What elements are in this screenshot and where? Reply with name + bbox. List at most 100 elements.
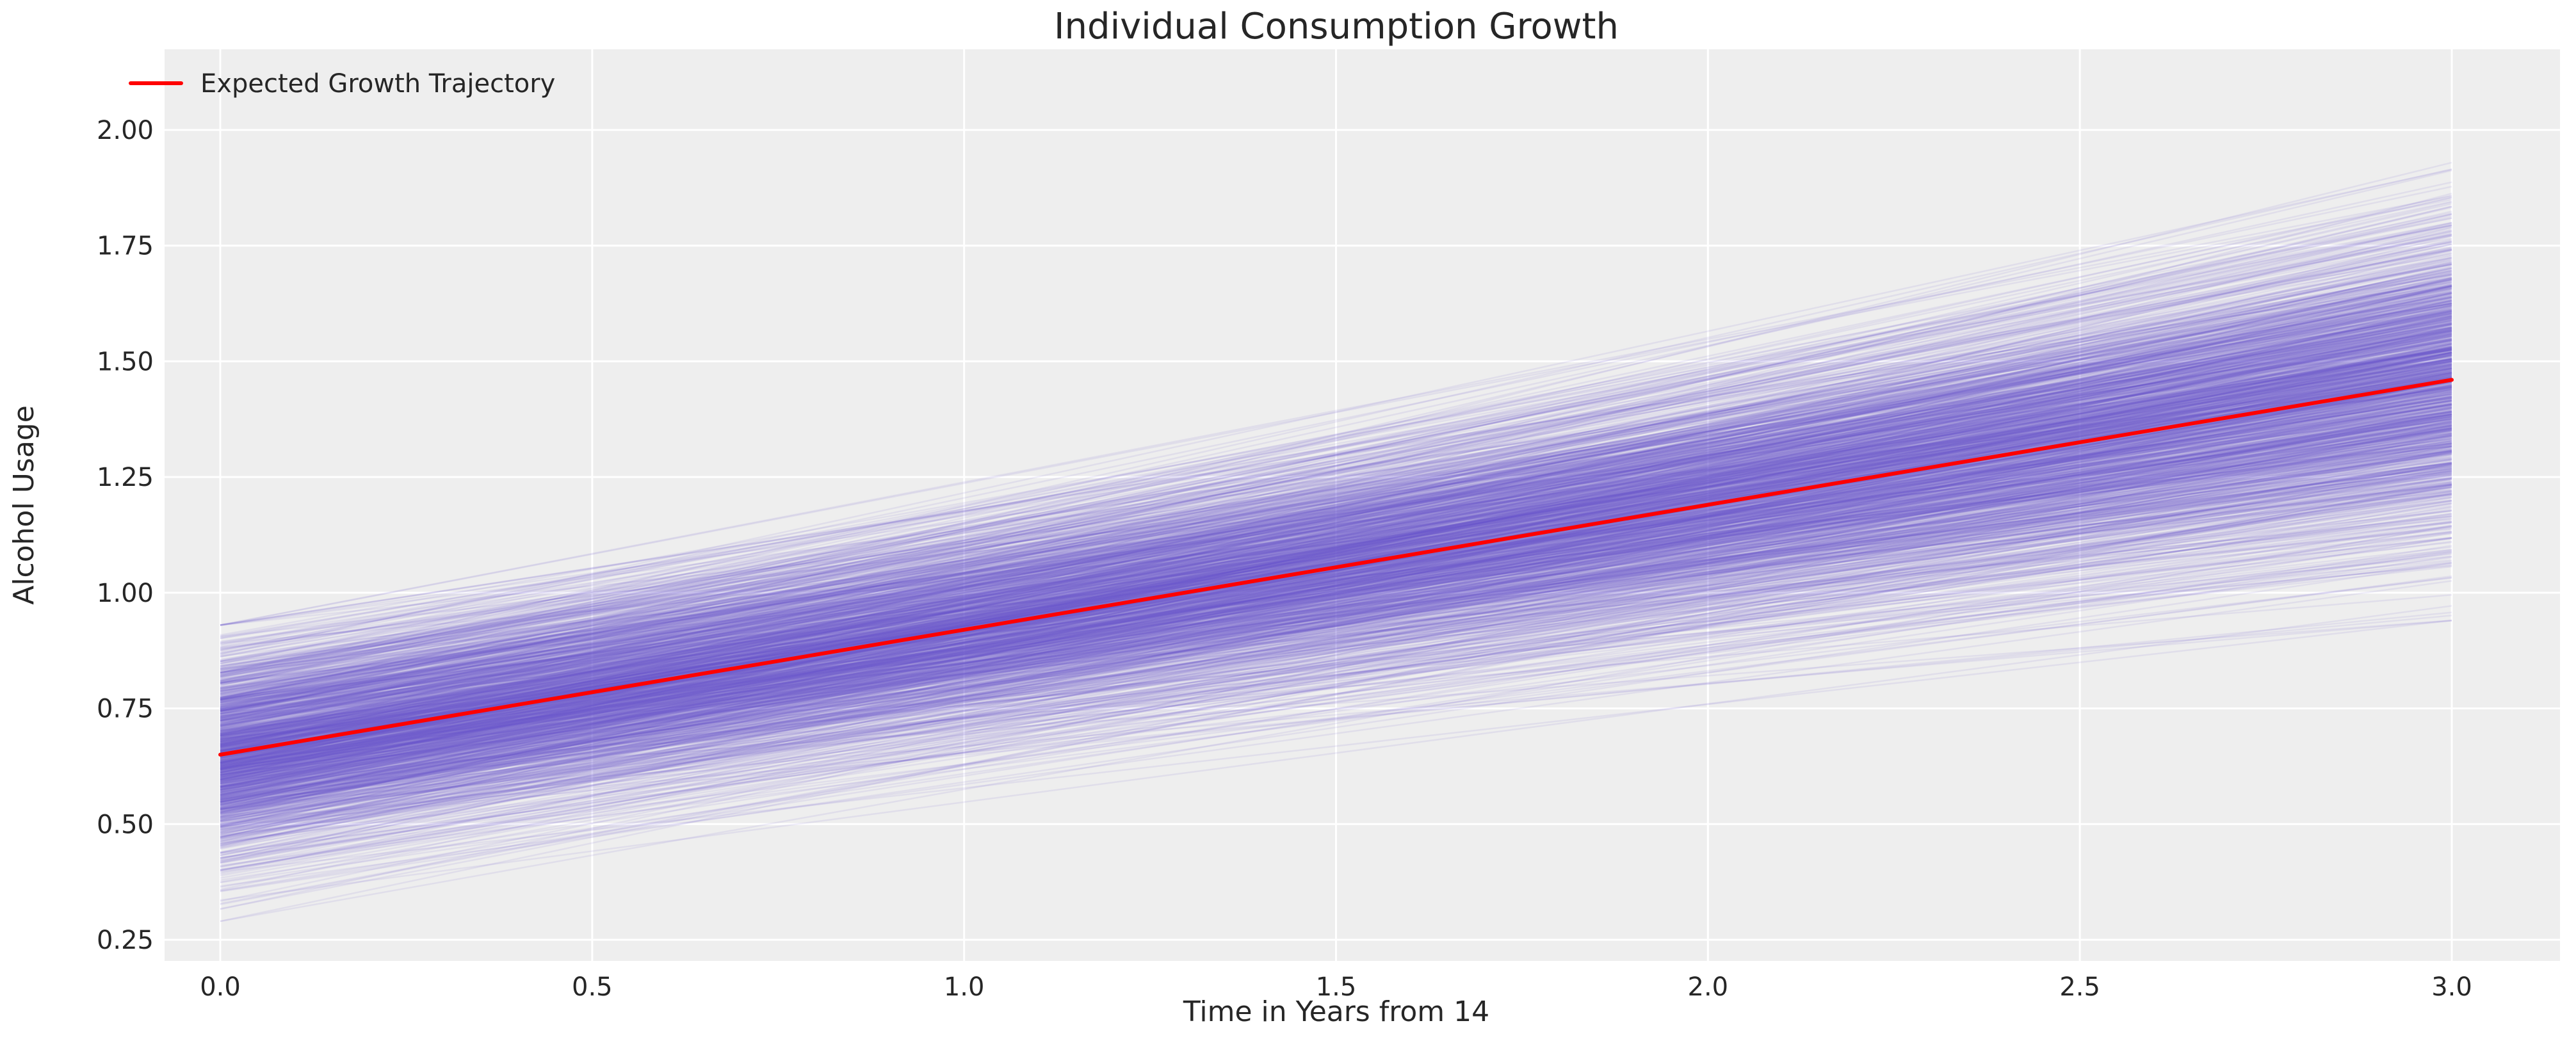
individual-trajectory-line (220, 483, 2452, 769)
individual-trajectory-line (220, 293, 2452, 759)
individual-trajectory-line (220, 300, 2452, 798)
individual-trajectory-line (220, 349, 2452, 764)
individual-trajectory-line (220, 562, 2452, 825)
individual-trajectory-line (220, 377, 2452, 732)
individual-trajectory-line (220, 398, 2452, 794)
individual-trajectory-line (220, 459, 2452, 782)
individual-trajectory-line (220, 300, 2452, 656)
individual-trajectory-line (220, 357, 2452, 767)
individual-trajectory-line (220, 458, 2452, 776)
individual-trajectory-line (220, 501, 2452, 801)
individual-trajectory-line (220, 331, 2452, 773)
individual-trajectory-line (220, 458, 2452, 771)
individual-trajectory-line (220, 371, 2452, 700)
individual-trajectory-line (220, 410, 2452, 756)
individual-trajectory-line (220, 509, 2452, 844)
individual-trajectory-line (220, 487, 2452, 803)
individual-trajectory-line (220, 319, 2452, 762)
individual-trajectory-line (220, 552, 2452, 844)
individual-trajectory-line (220, 316, 2452, 746)
individual-trajectory-line (220, 396, 2452, 756)
individual-trajectory-line (220, 257, 2452, 769)
individual-trajectory-line (220, 410, 2452, 791)
individual-trajectory-line (220, 459, 2452, 845)
individual-trajectory-line (220, 339, 2452, 739)
individual-trajectory-line (220, 474, 2452, 759)
individual-trajectory-line (220, 433, 2452, 840)
individual-trajectory-line (220, 468, 2452, 757)
individual-trajectory-line (220, 417, 2452, 834)
individual-trajectory-line (220, 380, 2452, 718)
individual-trajectory-line (220, 367, 2452, 745)
individual-trajectory-line (220, 352, 2452, 697)
individual-trajectory-line (220, 330, 2452, 716)
individual-trajectory-line (220, 375, 2452, 731)
individual-trajectory-line (220, 322, 2452, 682)
individual-trajectory-line (220, 347, 2452, 748)
individual-trajectory-line (220, 287, 2452, 698)
individual-trajectory-line (220, 348, 2452, 717)
individual-trajectory-line (220, 332, 2452, 710)
individual-trajectory-line (220, 213, 2452, 702)
individual-trajectory-line (220, 360, 2452, 824)
individual-trajectory-line (220, 217, 2452, 652)
individual-trajectory-line (220, 195, 2452, 626)
individual-trajectory-line (220, 448, 2452, 704)
individual-trajectory-line (220, 357, 2452, 803)
individual-trajectory-line (220, 279, 2452, 730)
individual-trajectory-line (220, 266, 2452, 749)
individual-trajectory-line (220, 439, 2452, 793)
individual-trajectory-line (220, 421, 2452, 771)
individual-trajectory-line (220, 224, 2452, 645)
individual-trajectory-line (220, 277, 2452, 702)
individual-trajectory-line (220, 481, 2452, 828)
individual-trajectory-line (220, 430, 2452, 820)
individual-trajectory-line (220, 310, 2452, 789)
individual-trajectory-line (220, 462, 2452, 798)
individual-trajectory-line (220, 293, 2452, 741)
individual-trajectory-line (220, 412, 2452, 807)
individual-trajectory-line (220, 309, 2452, 753)
individual-trajectory-line (220, 363, 2452, 712)
individual-trajectory-line (220, 341, 2452, 752)
individual-trajectory-line (220, 471, 2452, 795)
individual-trajectory-line (220, 345, 2452, 818)
individual-trajectory-line (220, 463, 2452, 840)
individual-trajectory-line (220, 395, 2452, 711)
individual-trajectory-line (220, 428, 2452, 743)
individual-trajectory-line (220, 354, 2452, 777)
individual-trajectory-line (220, 262, 2452, 679)
individual-trajectory-line (220, 350, 2452, 759)
individual-trajectory-line (220, 310, 2452, 773)
individual-trajectory-line (220, 282, 2452, 626)
individual-trajectory-line (220, 619, 2452, 810)
individual-trajectory-line (220, 482, 2452, 771)
individual-trajectory-line (220, 205, 2452, 728)
individual-trajectory-line (220, 317, 2452, 743)
individual-trajectory-line (220, 397, 2452, 746)
individual-trajectory-line (220, 332, 2452, 750)
individual-trajectory-line (220, 287, 2452, 793)
individual-trajectory-line (220, 499, 2452, 798)
individual-trajectory-line (220, 430, 2452, 791)
individual-trajectory-line (220, 287, 2452, 672)
individual-trajectory-line (220, 385, 2452, 759)
individual-trajectory-line (220, 285, 2452, 663)
individual-trajectory-line (220, 329, 2452, 698)
individual-trajectory-line (220, 367, 2452, 749)
individual-trajectory-line (220, 302, 2452, 757)
individual-trajectory-line (220, 619, 2452, 787)
individual-trajectory-line (220, 355, 2452, 738)
individual-trajectory-line (220, 235, 2452, 647)
individual-trajectory-line (220, 401, 2452, 814)
individual-trajectory-line (220, 494, 2452, 798)
individual-trajectory-line (220, 248, 2452, 661)
individual-trajectory-line (220, 413, 2452, 732)
individual-trajectory-line (220, 372, 2452, 805)
individual-trajectory-line (220, 447, 2452, 720)
individual-trajectory-line (220, 370, 2452, 783)
individual-trajectory-line (220, 328, 2452, 718)
individual-trajectory-line (220, 400, 2452, 728)
individual-trajectory-line (220, 353, 2452, 769)
individual-trajectory-line (220, 243, 2452, 729)
